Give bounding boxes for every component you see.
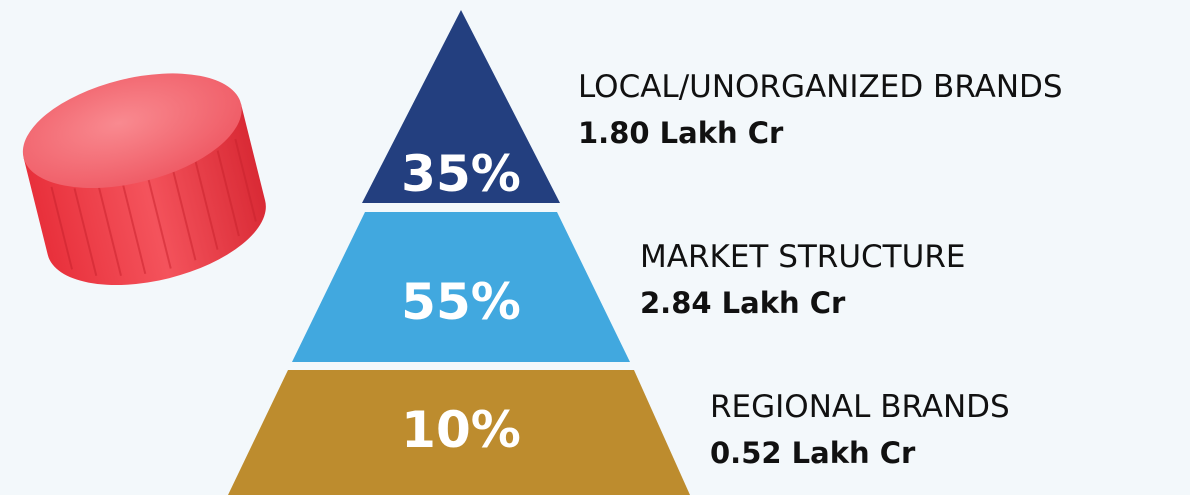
tier-value: 2.84 Lakh Cr (640, 286, 846, 320)
tier-percent: 10% (401, 401, 521, 459)
pyramid-tier-top (362, 10, 560, 203)
tier-label: LOCAL/UNORGANIZED BRANDS (578, 69, 1063, 105)
cap-top (22, 73, 242, 188)
pyramid-tier-bottom (228, 370, 690, 495)
tier-value: 0.52 Lakh Cr (710, 436, 916, 470)
tier-label: MARKET STRUCTURE (640, 239, 965, 275)
tier-percent: 35% (401, 145, 521, 203)
pyramid-tier-middle (292, 212, 630, 362)
tier-percent: 55% (401, 273, 521, 331)
bottle-cap (22, 73, 266, 285)
tier-value: 1.80 Lakh Cr (578, 116, 784, 150)
tier-label: REGIONAL BRANDS (710, 389, 1010, 425)
